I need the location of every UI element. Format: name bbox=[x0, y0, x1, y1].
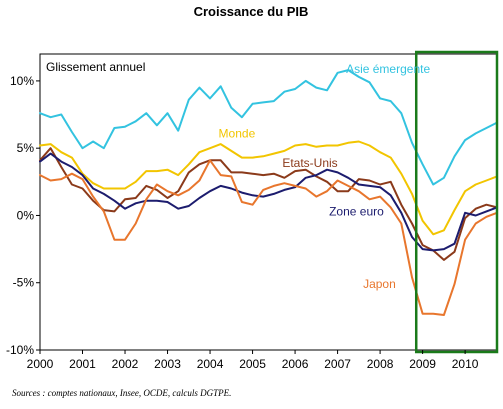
x-tick-label: 2009 bbox=[409, 357, 436, 371]
series-line-monde bbox=[39, 140, 498, 236]
series-line-asie-mergente bbox=[39, 69, 498, 186]
y-tick-label: 0% bbox=[17, 208, 35, 222]
x-tick-label: 2003 bbox=[154, 357, 181, 371]
series-label-zone-euro: Zone euro bbox=[329, 204, 384, 218]
y-tick-label: 10% bbox=[10, 74, 34, 88]
crisis-highlight-box bbox=[414, 50, 499, 354]
series-line-zone-euro bbox=[39, 152, 498, 252]
series-line-japon bbox=[39, 159, 498, 316]
x-tick-label: 2000 bbox=[27, 357, 54, 371]
x-tick-label: 2004 bbox=[197, 357, 224, 371]
x-tick-label: 2006 bbox=[282, 357, 309, 371]
y-tick-label: -10% bbox=[6, 343, 34, 357]
chart-subtitle: Glissement annuel bbox=[46, 60, 145, 74]
series-label-monde: Monde bbox=[219, 126, 256, 140]
x-tick-label: 2008 bbox=[367, 357, 394, 371]
x-tick-label: 2007 bbox=[324, 357, 351, 371]
y-tick-label: 5% bbox=[17, 141, 35, 155]
series-label-etats-unis: Etats-Unis bbox=[282, 156, 337, 170]
series-label-japon: Japon bbox=[363, 277, 396, 291]
chart-title: Croissance du PIB bbox=[194, 4, 309, 19]
y-tick-label: -5% bbox=[13, 276, 35, 290]
series-layer bbox=[39, 69, 498, 316]
annotation-layer: Asie émergente Monde Etats-Unis Zone euro Ja… bbox=[219, 62, 431, 291]
x-tick-label: 2002 bbox=[112, 357, 139, 371]
x-tick-label: 2010 bbox=[452, 357, 479, 371]
axes-layer: -10% -5% 0% 5% 10% 2000 2001 2002 2003 2004 2005 20… bbox=[6, 74, 479, 371]
series-label-asie-mergente: Asie émergente bbox=[346, 62, 430, 76]
source-note: Sources : comptes nationaux, Insee, OCDE… bbox=[12, 388, 231, 398]
highlight-layer bbox=[414, 50, 499, 354]
x-tick-label: 2001 bbox=[69, 357, 96, 371]
plot-frame bbox=[39, 53, 498, 351]
series-line-etats-unis bbox=[39, 147, 498, 261]
x-tick-label: 2005 bbox=[239, 357, 266, 371]
